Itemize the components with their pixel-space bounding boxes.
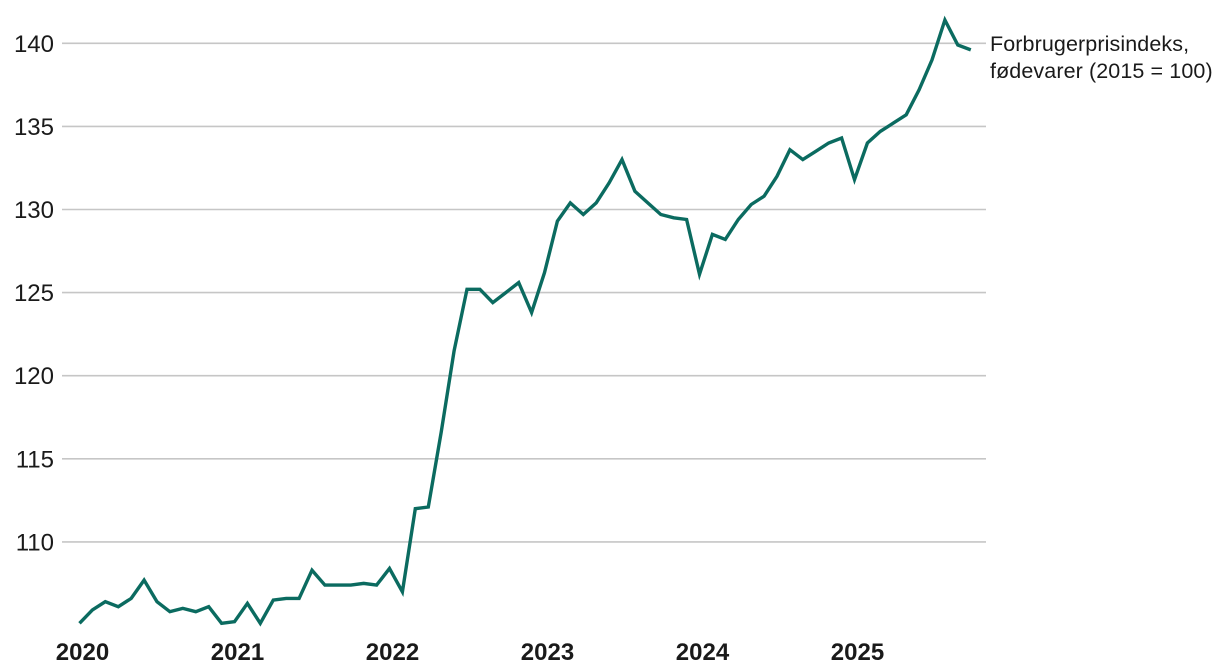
- x-axis-labels-group: 2020 2021 2022 2023 2024 2025: [56, 639, 884, 666]
- x-axis-year-label: 2025: [831, 639, 884, 666]
- y-axis-tick-label: 120: [14, 363, 54, 390]
- x-axis-year-label: 2022: [366, 639, 419, 666]
- x-axis-year-label: 2023: [521, 639, 574, 666]
- x-axis-year-label: 2021: [211, 639, 264, 666]
- legend-label: Forbrugerprisindeks, fødevarer (2015 = 1…: [990, 32, 1213, 83]
- gridlines-group: [62, 42, 986, 543]
- y-axis-tick-label: 125: [14, 280, 54, 307]
- x-axis-year-label: 2024: [676, 639, 730, 666]
- line-series-path: [78, 15, 972, 627]
- y-axis-tick-label: 130: [14, 197, 54, 224]
- y-axis-tick-label: 135: [14, 114, 54, 141]
- y-axis-tick-label: 115: [16, 446, 54, 473]
- y-axis-labels-group: 110 115 120 125 130 135 140: [14, 31, 54, 557]
- y-axis-tick-label: 140: [14, 31, 54, 58]
- y-axis-tick-label: 110: [16, 529, 54, 556]
- x-axis-year-label: 2020: [56, 639, 109, 666]
